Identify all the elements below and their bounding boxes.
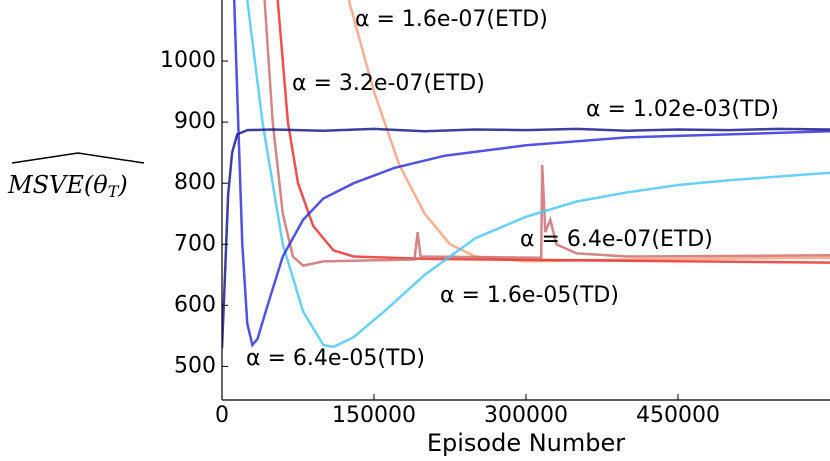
series-label: α = 3.2e-07(ETD) xyxy=(292,71,485,96)
y-tick-label: 900 xyxy=(174,109,216,134)
series-label: α = 6.4e-07(ETD) xyxy=(520,227,713,252)
y-tick-label: 700 xyxy=(174,231,216,256)
y-tick-label: 1000 xyxy=(160,48,216,73)
x-tick-label: 0 xyxy=(215,403,229,428)
x-tick-label: 450000 xyxy=(636,403,720,428)
series-line xyxy=(246,0,830,349)
series-line xyxy=(276,0,830,264)
y-label-end: ) xyxy=(117,171,127,199)
y-label-sub: T xyxy=(108,182,120,201)
x-axis-label: Episode Number xyxy=(427,429,625,457)
y-label-main: MSVE(θ xyxy=(7,171,108,199)
series-label: α = 1.6e-05(TD) xyxy=(440,283,619,308)
series-label: α = 6.4e-05(TD) xyxy=(246,346,425,371)
y-tick-label: 500 xyxy=(174,353,216,378)
series-line xyxy=(232,0,830,348)
hat xyxy=(11,152,145,164)
series-line xyxy=(222,127,830,349)
series-label: α = 1.02e-03(TD) xyxy=(586,97,779,122)
y-tick-label: 600 xyxy=(174,292,216,317)
plot-area xyxy=(222,0,830,349)
x-tick-label: 300000 xyxy=(484,403,568,428)
y-axis-label: MSVE(θT) xyxy=(7,171,128,201)
x-tick-label: 150000 xyxy=(332,403,416,428)
y-tick-label: 800 xyxy=(174,170,216,195)
series-label: α = 1.6e-07(ETD) xyxy=(355,7,548,32)
